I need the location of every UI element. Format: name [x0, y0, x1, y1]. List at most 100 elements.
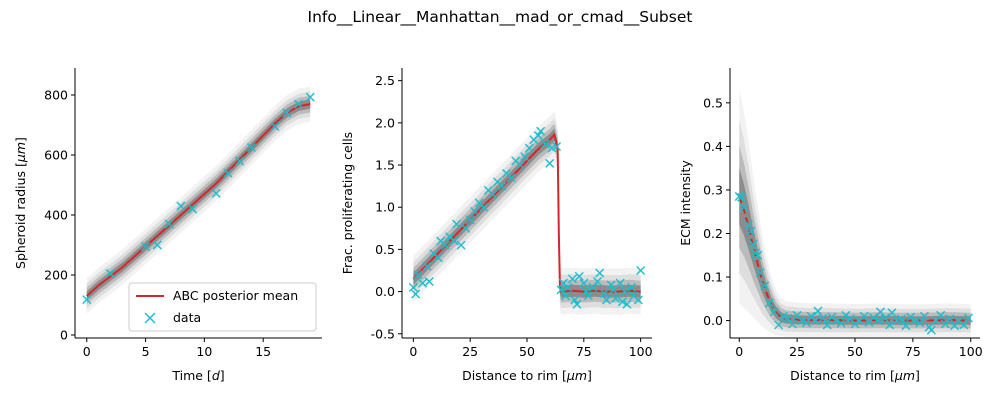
data-point: [141, 242, 151, 251]
data-point: [574, 271, 584, 281]
data-point: [588, 282, 598, 292]
posterior-band-layer: [739, 119, 971, 333]
data-point: [836, 318, 846, 328]
data-point: [270, 122, 280, 131]
data-point: [188, 204, 198, 214]
data-point: [424, 276, 434, 286]
data-point: [592, 276, 602, 286]
data-point: [417, 278, 427, 288]
data-point: [822, 320, 832, 330]
x-tick-label: 100: [959, 344, 983, 359]
data-point: [901, 321, 911, 331]
data-point: [164, 219, 174, 229]
data-point: [581, 287, 591, 297]
y-axis-label: ECM intensity: [678, 160, 693, 246]
data-point: [744, 220, 754, 230]
data-point: [748, 239, 758, 249]
data-point: [408, 282, 418, 292]
y-tick-label: 0.2: [703, 226, 723, 241]
data-point: [755, 268, 765, 278]
x-tick-label: 5: [142, 344, 150, 359]
posterior-band-layer: [413, 128, 641, 298]
posterior-sample-band: [739, 88, 971, 338]
data-point: [734, 191, 744, 201]
data-point: [617, 297, 627, 307]
data-point: [875, 307, 885, 317]
y-tick-label: 0.4: [703, 139, 723, 154]
data-point: [152, 240, 162, 250]
data-point: [223, 168, 233, 178]
data-markers: [408, 126, 646, 309]
data-point: [746, 226, 756, 236]
data-point: [831, 316, 841, 326]
data-point: [536, 126, 546, 136]
x-tick-label: 15: [255, 344, 271, 359]
data-point: [422, 261, 432, 271]
data-point: [456, 240, 466, 250]
legend-frame: [128, 282, 317, 332]
data-point: [769, 307, 779, 317]
x-axis-label: Distance to rim [μm]: [790, 368, 920, 383]
axes: 0 25 50 75 100 0.0 0.1 0.2 0.3 0.4 0.5: [703, 68, 983, 359]
y-tick-label: 0.1: [703, 270, 723, 285]
data-point: [545, 158, 555, 168]
data-point: [524, 143, 534, 153]
figure-title: Info__Linear__Manhattan__mad_or_cmad__Su…: [308, 8, 693, 27]
data-point: [873, 316, 883, 326]
data-point: [801, 318, 811, 328]
data-point: [561, 291, 571, 301]
data-point: [411, 289, 421, 299]
y-tick-label: 200: [44, 268, 68, 283]
data-point: [602, 295, 612, 305]
x-tick-label: 25: [789, 344, 805, 359]
data-point: [105, 269, 115, 278]
data-point: [479, 202, 489, 212]
data-point: [813, 306, 823, 316]
legend-data-swatch: [144, 312, 156, 324]
y-tick-label: 0.3: [703, 182, 723, 197]
data-point: [533, 131, 543, 140]
data-point: [211, 188, 221, 198]
data-point: [305, 92, 315, 102]
data-point: [413, 270, 423, 280]
axes: 0 5 10 15 0 200 400 600 800: [44, 68, 322, 359]
x-tick-label: 50: [847, 344, 863, 359]
data-point: [926, 325, 936, 335]
data-point: [449, 236, 459, 246]
y-tick-label: 0.0: [703, 313, 723, 328]
y-tick-label: 800: [44, 88, 68, 103]
data-point: [452, 219, 462, 229]
data-point: [841, 310, 851, 320]
posterior-mean-line: [412, 132, 641, 293]
data-point: [945, 314, 955, 324]
x-tick-label: 75: [905, 344, 921, 359]
y-tick-label: 2.5: [375, 73, 395, 88]
data-point: [611, 293, 621, 303]
data-point: [797, 316, 807, 326]
x-axis-label: Distance to rim [μm]: [462, 368, 592, 383]
data-point: [470, 206, 480, 216]
x-tick-label: 0: [83, 344, 91, 359]
data-point: [461, 223, 471, 233]
y-tick-label: 0.0: [375, 284, 395, 299]
data-point: [282, 108, 292, 118]
data-point: [818, 313, 828, 323]
data-point: [235, 156, 245, 166]
data-point: [892, 316, 902, 326]
x-tick-label: 100: [629, 344, 653, 359]
data-point: [783, 313, 793, 323]
y-tick-label: 1.5: [375, 158, 395, 173]
data-point: [82, 295, 92, 305]
data-point: [572, 299, 582, 309]
data-point: [880, 313, 890, 323]
y-tick-label: 2.0: [375, 115, 395, 130]
data-point: [515, 160, 525, 170]
y-tick-label: 0.5: [375, 242, 395, 257]
data-point: [583, 291, 593, 301]
data-point: [595, 268, 605, 278]
data-point: [620, 287, 630, 297]
x-tick-label: 0: [735, 344, 743, 359]
data-point: [896, 314, 906, 324]
data-point: [633, 295, 643, 305]
